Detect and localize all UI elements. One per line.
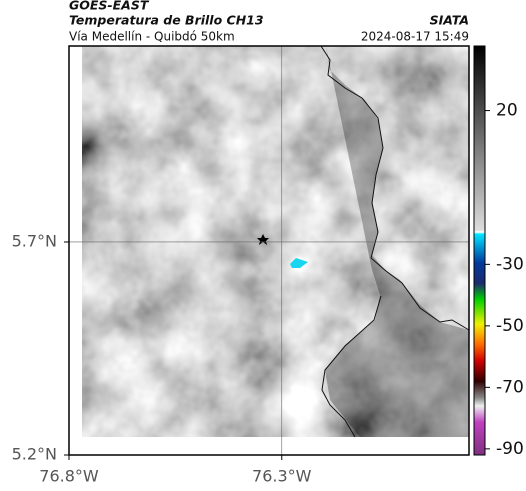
satellite-image xyxy=(82,45,470,438)
map-frame xyxy=(68,45,470,456)
lat-tick-label: 5.2°N xyxy=(12,445,57,464)
border xyxy=(320,45,470,331)
colorbar-tick-label: -30 xyxy=(496,254,524,274)
border xyxy=(321,295,382,438)
colorbar-tick-label: -90 xyxy=(496,439,524,459)
clouds xyxy=(82,46,469,437)
colorbar xyxy=(473,45,486,456)
source: GOES-EAST xyxy=(69,0,150,13)
route: Vía Medellín - Quibdó 50km xyxy=(69,30,235,44)
org: SIATA xyxy=(430,13,469,28)
colorbar-tick-label: -50 xyxy=(496,316,524,336)
lon-tick-label: 76.3°W xyxy=(252,467,312,486)
dark-region xyxy=(325,46,469,437)
lat-tick-label: 5.7°N xyxy=(12,231,57,250)
colorbar-tick-label: -70 xyxy=(496,377,524,397)
title: Temperatura de Brillo CH13 xyxy=(69,13,264,28)
lon-tick-label: 76.8°W xyxy=(39,467,99,486)
timestamp: 2024-08-17 15:49 xyxy=(361,30,469,44)
colorbar-tick-label: 20 xyxy=(496,101,518,121)
cold-cloud xyxy=(290,258,308,268)
